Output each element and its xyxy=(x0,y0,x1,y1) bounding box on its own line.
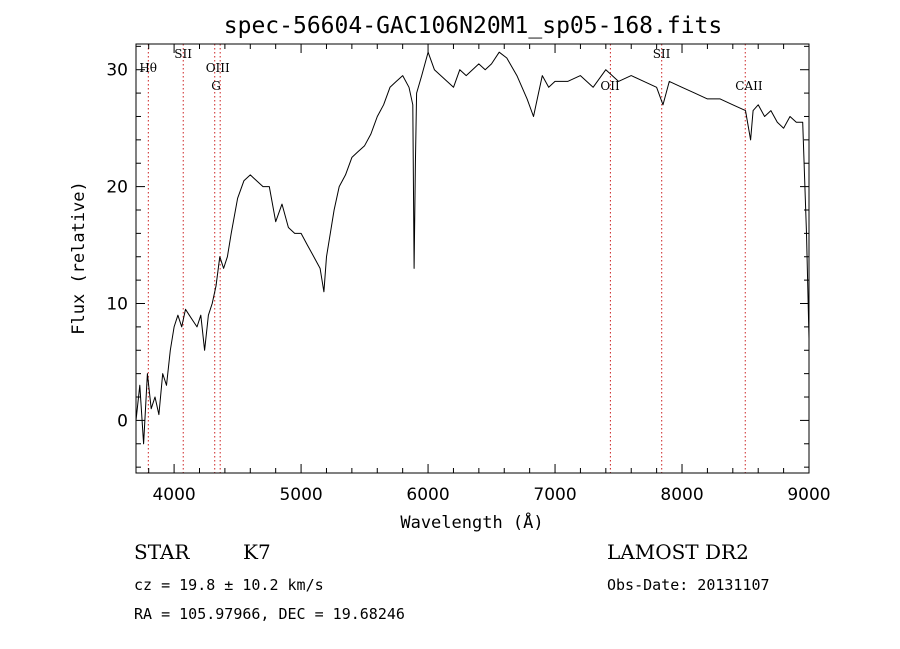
line-marker-label: Hθ xyxy=(139,61,157,75)
line-marker-label: SII xyxy=(653,47,671,61)
line-marker-label: SII xyxy=(174,47,192,61)
x-axis-ticks: 4000 5000 6000 7000 8000 9000 xyxy=(148,44,831,505)
x-tick-label: 5000 xyxy=(279,485,322,505)
chart-title: spec-56604-GAC106N20M1_sp05-168.fits xyxy=(224,13,723,39)
x-tick-label: 9000 xyxy=(787,485,830,505)
observation-date: Obs-Date: 20131107 xyxy=(607,576,770,594)
y-tick-label: 0 xyxy=(117,411,128,431)
line-marker-label: OIII xyxy=(206,61,230,75)
x-tick-label: 7000 xyxy=(533,485,576,505)
y-axis-label: Flux (relative) xyxy=(69,181,89,335)
y-tick-label: 30 xyxy=(106,61,128,81)
spectrum-series-line xyxy=(135,51,810,445)
coordinates-readout: RA = 105.97966, DEC = 19.68246 xyxy=(134,605,405,623)
object-class: STAR xyxy=(134,540,190,564)
object-subclass: K7 xyxy=(243,540,271,564)
y-tick-label: 10 xyxy=(106,295,128,315)
line-marker-label: CAII xyxy=(735,79,763,93)
spectral-line-markers: Hθ SII OIII G OII SII CAII xyxy=(139,44,763,473)
x-axis-label: Wavelength (Å) xyxy=(400,511,543,533)
redshift-readout: cz = 19.8 ± 10.2 km/s xyxy=(134,576,324,594)
y-tick-label: 20 xyxy=(106,178,128,198)
survey-name: LAMOST DR2 xyxy=(607,540,749,564)
line-marker-label: G xyxy=(211,79,221,93)
x-tick-label: 8000 xyxy=(660,485,703,505)
line-marker-label: OII xyxy=(600,79,620,93)
plot-frame xyxy=(135,43,810,474)
y-axis-ticks: 0 10 20 30 xyxy=(106,45,809,468)
x-tick-label: 4000 xyxy=(152,485,195,505)
x-tick-label: 6000 xyxy=(406,485,449,505)
